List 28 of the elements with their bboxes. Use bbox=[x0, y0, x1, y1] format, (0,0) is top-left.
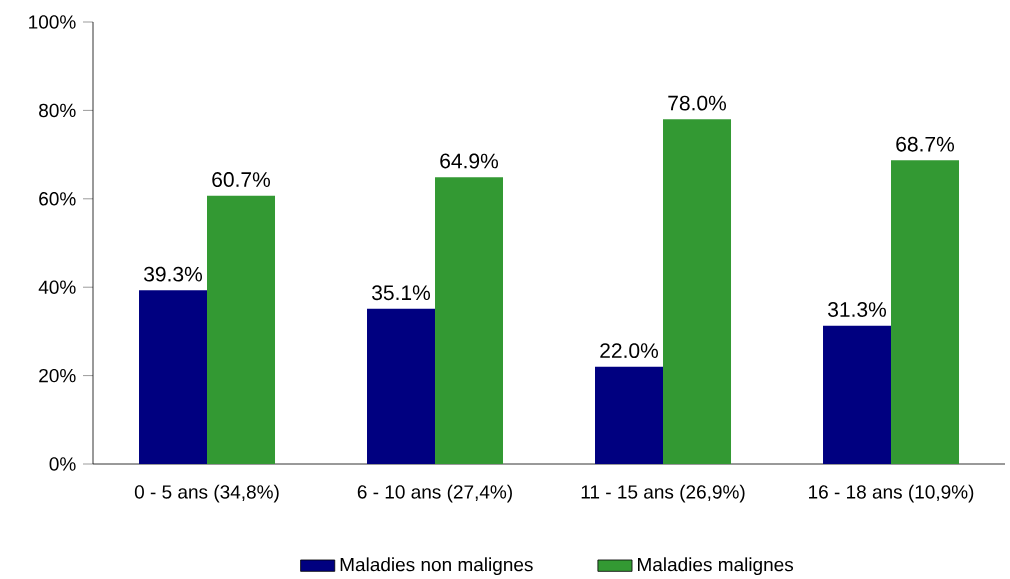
y-tick-label: 80% bbox=[39, 103, 76, 118]
legend-label: Maladies malignes bbox=[638, 557, 794, 576]
y-tick-label: 60% bbox=[39, 192, 76, 206]
x-tick-label: 0 - 5 ans (34,8%) bbox=[134, 484, 279, 503]
data-label: 39.3% bbox=[144, 266, 203, 282]
data-label: 68.7% bbox=[896, 136, 955, 152]
x-tick-label: 16 - 18 ans (10,9%) bbox=[809, 484, 974, 503]
bar bbox=[207, 195, 276, 464]
bar bbox=[139, 290, 207, 464]
bar bbox=[823, 325, 892, 464]
bar bbox=[435, 177, 504, 464]
y-tick-label: 20% bbox=[39, 368, 76, 383]
data-label: 78.0% bbox=[668, 95, 727, 111]
bar bbox=[891, 160, 960, 464]
bar bbox=[595, 366, 664, 464]
data-label: 22.0% bbox=[600, 343, 659, 359]
bar bbox=[663, 119, 732, 464]
bar bbox=[367, 308, 436, 464]
y-tick-label: 100% bbox=[29, 15, 76, 29]
y-tick-label: 40% bbox=[38, 280, 76, 294]
data-label: 60.7% bbox=[212, 172, 271, 187]
x-tick-label: 11 - 15 ans (26,9%) bbox=[581, 484, 745, 503]
x-tick-label: 6 - 10 ans (27,4%) bbox=[357, 484, 512, 503]
y-tick-label: 0% bbox=[49, 457, 76, 471]
data-label: 64.9% bbox=[440, 153, 499, 169]
data-label: 31.3% bbox=[828, 302, 887, 317]
legend-label: Maladies non malignes bbox=[340, 557, 533, 576]
data-label: 35.1% bbox=[372, 285, 431, 301]
